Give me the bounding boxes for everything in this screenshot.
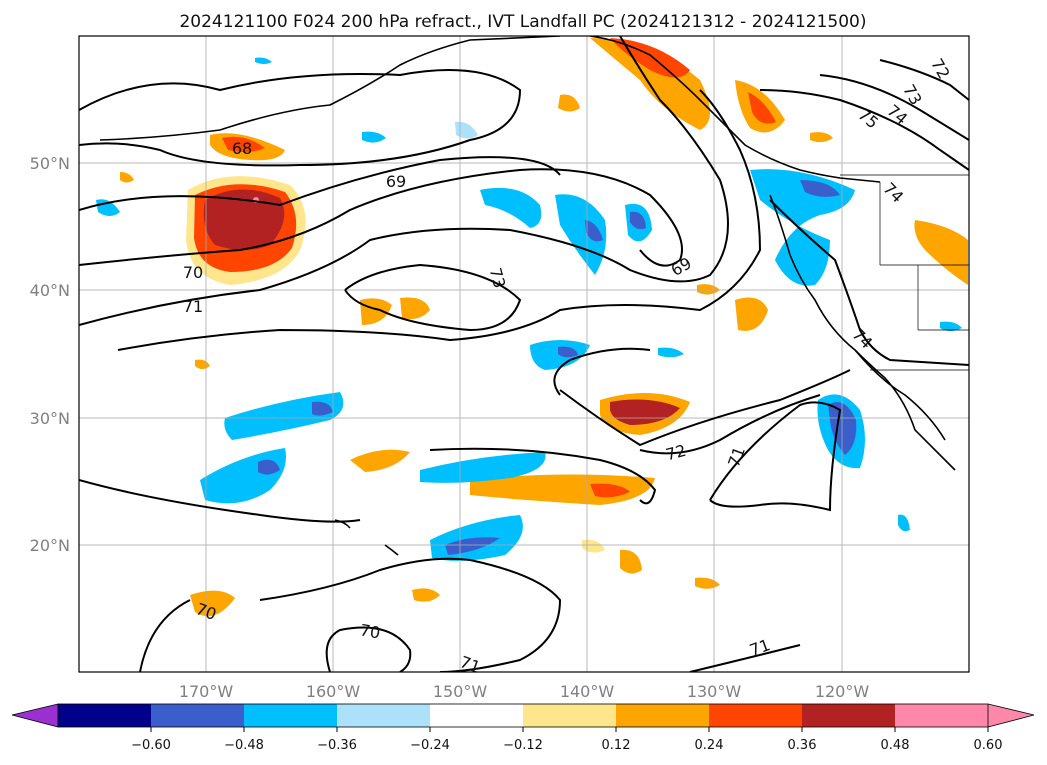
map-title: 2024121100 F024 200 hPa refract., IVT La… — [179, 12, 866, 32]
lon-tick-label: 120°W — [815, 682, 870, 701]
colorbar-tick-label: 0.60 — [974, 738, 1003, 753]
contour-label: 72 — [664, 441, 689, 465]
positive-field — [120, 38, 968, 617]
contour-label: 69 — [386, 172, 406, 191]
latitude-labels: 50°N 40°N 30°N 20°N — [30, 154, 70, 555]
colorbar-segment — [58, 704, 152, 727]
colorbar: −0.60 −0.48 −0.36 −0.24 −0.12 0.12 0.24 0.36 0.4… — [11, 703, 1035, 753]
longitude-labels: 170°W 160°W 150°W 140°W 130°W 120°W — [179, 682, 870, 701]
colorbar-extend-low — [12, 704, 58, 727]
borders — [840, 174, 969, 371]
negative-field — [96, 57, 962, 561]
colorbar-ticks: −0.60 −0.48 −0.36 −0.24 −0.12 0.12 0.24 0.36 0.4… — [131, 727, 1002, 753]
colorbar-tick-label: 0.36 — [788, 738, 817, 753]
colorbar-segment — [337, 704, 431, 727]
colorbar-segment — [616, 704, 710, 727]
colorbar-tick-label: 0.12 — [602, 738, 631, 753]
contour-lines — [79, 36, 969, 672]
contour-label: 73 — [486, 266, 510, 291]
coastlines — [99, 36, 956, 556]
colorbar-segment — [430, 704, 524, 727]
lon-tick-label: 130°W — [687, 682, 742, 701]
colorbar-tick-label: 0.24 — [695, 738, 724, 753]
colorbar-segment — [523, 704, 617, 727]
lon-tick-label: 170°W — [179, 682, 234, 701]
colorbar-tick-label: −0.12 — [503, 738, 543, 753]
lat-tick-label: 20°N — [30, 536, 70, 555]
colorbar-tick-label: −0.36 — [317, 738, 357, 753]
map-frame — [78, 35, 970, 673]
lat-tick-label: 30°N — [30, 409, 70, 428]
colorbar-segment — [802, 704, 896, 727]
colorbar-tick-label: −0.24 — [410, 738, 450, 753]
contour-label: 71 — [183, 297, 203, 316]
lon-tick-label: 150°W — [433, 682, 488, 701]
colorbar-segment — [895, 704, 989, 727]
contour-label: 70 — [358, 620, 381, 642]
lon-tick-label: 160°W — [306, 682, 361, 701]
contour-label: 70 — [183, 263, 203, 282]
map-panel: 68 69 70 71 73 69 72 71 73 74 75 72 74 7… — [78, 35, 970, 677]
colorbar-segments — [58, 704, 989, 727]
contour-label: 68 — [232, 139, 252, 158]
colorbar-extend-high — [988, 704, 1034, 727]
colorbar-tick-label: 0.48 — [881, 738, 910, 753]
colorbar-segment — [709, 704, 803, 727]
colorbar-tick-label: −0.60 — [131, 738, 171, 753]
lat-tick-label: 50°N — [30, 154, 70, 173]
lon-tick-label: 140°W — [560, 682, 615, 701]
colorbar-segment — [244, 704, 338, 727]
colorbar-tick-label: −0.48 — [224, 738, 264, 753]
shaded-fields — [96, 38, 968, 617]
lat-tick-label: 40°N — [30, 281, 70, 300]
colorbar-segment — [151, 704, 245, 727]
